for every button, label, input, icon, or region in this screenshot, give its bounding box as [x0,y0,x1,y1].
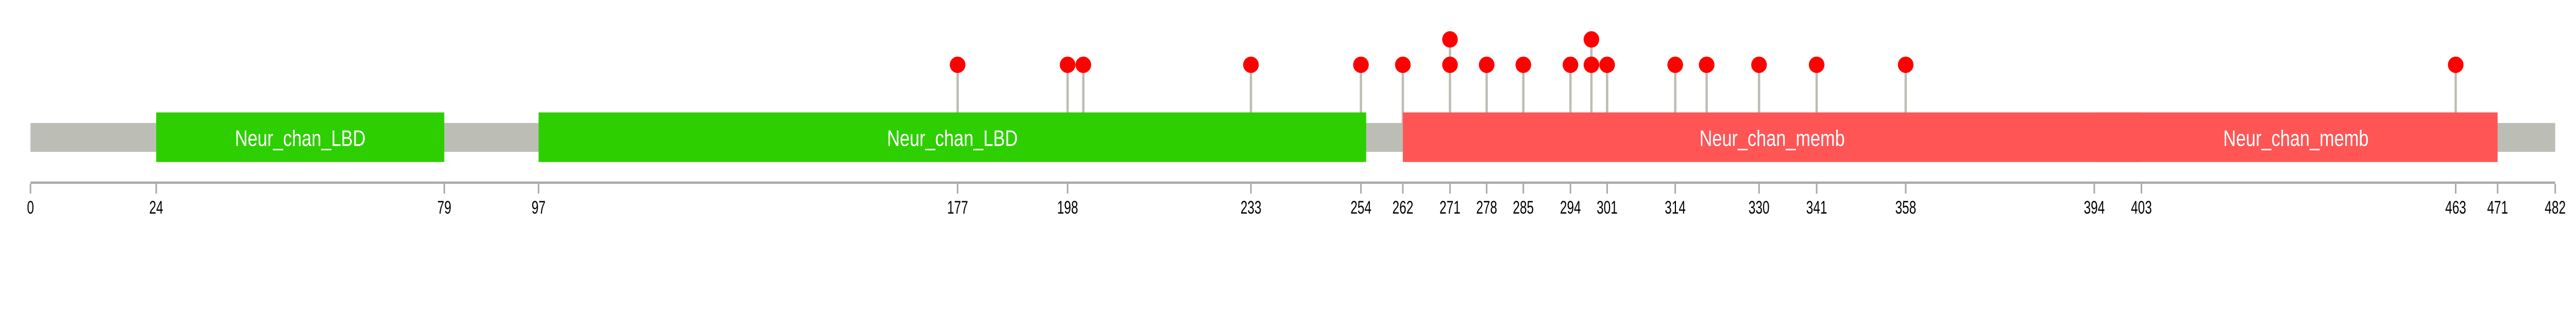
mutation-lollipop-head[interactable] [1808,56,1825,73]
mutation-lollipop-head[interactable] [1479,56,1495,73]
axis-tick-label: 471 [2487,198,2508,218]
axis-tick-label: 341 [1806,198,1827,218]
axis-tick-label: 358 [1895,198,1917,218]
mutation-lollipop-head[interactable] [1699,56,1715,73]
mutation-stems [956,39,2457,123]
axis-tick-label: 177 [947,198,968,218]
mutation-lollipop-head[interactable] [1442,56,1458,73]
domain-label: Neur_chan_LBD [235,126,366,151]
axis-tick-label: 294 [1560,198,1581,218]
axis-tick-label: 198 [1057,198,1078,218]
mutation-lollipop-head[interactable] [1075,56,1091,73]
mutation-lollipop-head[interactable] [1897,56,1914,73]
axis-tick-label: 278 [1476,198,1497,218]
mutation-lollipop-head[interactable] [1060,56,1076,73]
position-axis: 0 24 79 97 177 198 233 254 262 271 278 285 294 301 314… [27,181,2566,218]
mutation-lollipop-head[interactable] [1395,56,1411,73]
domain-box[interactable] [2094,112,2498,162]
domain-box[interactable] [156,112,445,162]
axis-tick-label: 314 [1665,198,1686,218]
mutation-lollipop-head[interactable] [1353,56,1369,73]
mutation-lollipop-head[interactable] [1667,56,1683,73]
mutation-lollipop-head[interactable] [1599,56,1615,73]
domain-box[interactable] [1402,112,2142,162]
axis-tick-label: 463 [2445,198,2466,218]
axis-tick-label: 285 [1513,198,1534,218]
mutation-heads [950,31,2464,73]
domains: Neur_chan_LBD Neur_chan_LBD Neur_chan_memb… [156,112,2498,162]
axis-tick-label: 262 [1393,198,1414,218]
axis-tick-label: 233 [1241,198,1262,218]
mutation-lollipop-head[interactable] [2448,56,2464,73]
mutation-lollipop-head[interactable] [1751,56,1767,73]
axis-tick-label: 254 [1350,198,1371,218]
mutation-lollipop-head[interactable] [1583,31,1600,48]
axis-tick-label: 79 [437,198,451,218]
axis-tick-label: 24 [149,198,163,218]
domain-box[interactable] [538,112,1366,162]
axis-tick-label: 301 [1597,198,1618,218]
axis-tick-label: 394 [2084,198,2105,218]
mutation-lollipop-head[interactable] [1442,31,1458,48]
protein-plot: Neur_chan_LBD Neur_chan_LBD Neur_chan_memb… [27,31,2566,218]
mutation-lollipop-head[interactable] [1243,56,1259,73]
axis-tick-label: 403 [2131,198,2152,218]
axis-tick-label: 482 [2545,198,2566,218]
lollipop-diagram: Neur_chan_LBD Neur_chan_LBD Neur_chan_memb… [27,31,2566,218]
axis-tick-label: 0 [27,198,34,218]
domain-label: Neur_chan_LBD [887,126,1018,151]
domain-label: Neur_chan_memb [2223,126,2368,151]
domain-label: Neur_chan_memb [1700,126,1845,151]
mutation-lollipop-head[interactable] [950,56,965,73]
mutation-lollipop-head[interactable] [1583,56,1600,73]
axis-line [30,181,2555,184]
mutation-lollipop-head[interactable] [1563,56,1579,73]
axis-tick-label: 271 [1439,198,1461,218]
axis-tick-label: 97 [532,198,546,218]
axis-tick-label: 330 [1749,198,1770,218]
mutation-lollipop-head[interactable] [1515,56,1531,73]
